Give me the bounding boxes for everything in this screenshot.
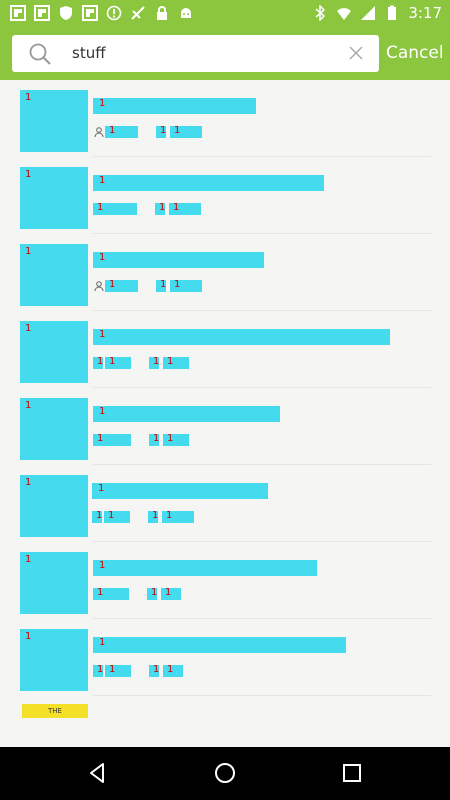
recents-icon[interactable] xyxy=(341,762,363,784)
author-chip: 1 xyxy=(105,356,131,369)
divider xyxy=(93,464,431,465)
count-icon-chip: 1 xyxy=(148,510,158,523)
list-item[interactable]: 1 1 1 1 1 1 xyxy=(0,311,450,388)
item-thumbnail[interactable]: 1 xyxy=(20,244,88,306)
count-icon-chip: 1 xyxy=(155,202,165,215)
list-item[interactable]: 1 1 1 1 1 xyxy=(0,542,450,619)
no-signal-icon xyxy=(131,6,145,20)
cell-signal-icon xyxy=(361,6,376,20)
author-icon-chip: 1 xyxy=(93,664,103,677)
item-meta: 1 1 1 xyxy=(93,587,181,600)
item-meta: 1 1 1 1 xyxy=(93,356,189,369)
list-item[interactable]: 1 1 1 1 1 xyxy=(0,234,450,311)
item-thumbnail[interactable]: 1 xyxy=(20,321,88,383)
divider xyxy=(93,541,431,542)
author-chip: 1 xyxy=(105,279,138,292)
bluetooth-icon xyxy=(315,5,326,21)
shield-icon xyxy=(60,6,72,20)
list-item[interactable]: 1 1 1 1 1 1 xyxy=(0,465,450,542)
item-title[interactable]: 1 xyxy=(93,98,256,114)
flipboard-icon-2 xyxy=(34,5,50,21)
user-icon xyxy=(94,281,104,291)
results-list: 1 1 1 1 1 1 1 1 1 1 1 1 1 1 1 1 1 xyxy=(0,80,450,747)
item-thumbnail[interactable]: 1 xyxy=(20,167,88,229)
system-icons: 3:17 xyxy=(312,4,442,22)
item-meta: 1 1 1 xyxy=(93,433,189,446)
status-bar: 3:17 xyxy=(0,0,450,28)
count-chip: 1 xyxy=(162,510,194,523)
item-meta: 1 1 1 xyxy=(94,125,202,138)
notification-icons xyxy=(10,5,194,21)
author-chip: 1 xyxy=(105,664,131,677)
item-title[interactable]: 1 xyxy=(93,329,390,345)
list-item[interactable]: 1 1 1 1 1 xyxy=(0,80,450,157)
list-item[interactable]: 1 1 1 1 1 1 xyxy=(0,619,450,696)
list-item[interactable]: 1 1 1 1 1 xyxy=(0,157,450,234)
user-icon xyxy=(94,127,104,137)
battery-icon xyxy=(388,5,397,20)
author-chip: 1 xyxy=(104,510,130,523)
count-icon-chip: 1 xyxy=(156,279,166,292)
author-chip: 1 xyxy=(105,125,138,138)
clear-icon[interactable] xyxy=(349,46,363,60)
clock: 3:17 xyxy=(408,4,442,22)
home-icon[interactable] xyxy=(214,762,236,784)
item-thumbnail[interactable]: 1 xyxy=(20,398,88,460)
item-title[interactable]: 1 xyxy=(93,252,264,268)
count-icon-chip: 1 xyxy=(149,433,159,446)
count-chip: 1 xyxy=(163,664,183,677)
divider xyxy=(93,618,431,619)
author-chip: 1 xyxy=(93,433,131,446)
flipboard-icon xyxy=(10,5,26,21)
lock-icon xyxy=(157,6,167,20)
count-icon-chip: 1 xyxy=(149,664,159,677)
item-thumbnail[interactable]: 1 xyxy=(20,90,88,152)
item-title[interactable]: 1 xyxy=(93,406,280,422)
divider xyxy=(93,156,431,157)
wifi-icon xyxy=(337,8,352,20)
count-chip: 1 xyxy=(170,279,202,292)
author-chip: 1 xyxy=(93,202,137,215)
count-icon-chip: 1 xyxy=(147,587,157,600)
divider xyxy=(93,310,431,311)
promo-banner[interactable]: THE xyxy=(22,704,88,718)
list-item[interactable]: 1 1 1 1 1 xyxy=(0,388,450,465)
item-meta: 1 1 1 xyxy=(94,279,202,292)
navigation-bar xyxy=(0,747,450,800)
alert-icon xyxy=(106,5,122,21)
back-icon[interactable] xyxy=(87,762,109,784)
item-meta: 1 1 1 1 xyxy=(92,510,194,523)
item-meta: 1 1 1 xyxy=(93,202,201,215)
item-thumbnail[interactable]: 1 xyxy=(20,552,88,614)
count-chip: 1 xyxy=(163,433,189,446)
count-icon-chip: 1 xyxy=(149,356,159,369)
item-title[interactable]: 1 xyxy=(93,175,324,191)
cancel-button[interactable]: Cancel xyxy=(386,43,444,63)
count-chip: 1 xyxy=(161,587,181,600)
item-title[interactable]: 1 xyxy=(93,637,346,653)
search-query: stuff xyxy=(72,44,106,62)
item-thumbnail[interactable]: 1 xyxy=(20,475,88,537)
search-bar: stuff Cancel xyxy=(0,28,450,80)
item-title[interactable]: 1 xyxy=(93,560,317,576)
author-chip: 1 xyxy=(93,587,129,600)
search-icon xyxy=(29,43,51,65)
flipboard-icon-3 xyxy=(82,5,98,21)
divider xyxy=(93,387,431,388)
search-input[interactable]: stuff xyxy=(12,35,379,72)
android-icon xyxy=(181,8,191,18)
author-icon-chip: 1 xyxy=(92,510,102,523)
divider xyxy=(93,233,431,234)
count-icon-chip: 1 xyxy=(156,125,166,138)
divider xyxy=(93,695,431,696)
item-title[interactable]: 1 xyxy=(92,483,268,499)
count-chip: 1 xyxy=(170,125,202,138)
item-thumbnail[interactable]: 1 xyxy=(20,629,88,691)
count-chip: 1 xyxy=(163,356,189,369)
author-icon-chip: 1 xyxy=(93,356,103,369)
item-meta: 1 1 1 1 xyxy=(93,664,183,677)
count-chip: 1 xyxy=(169,202,201,215)
